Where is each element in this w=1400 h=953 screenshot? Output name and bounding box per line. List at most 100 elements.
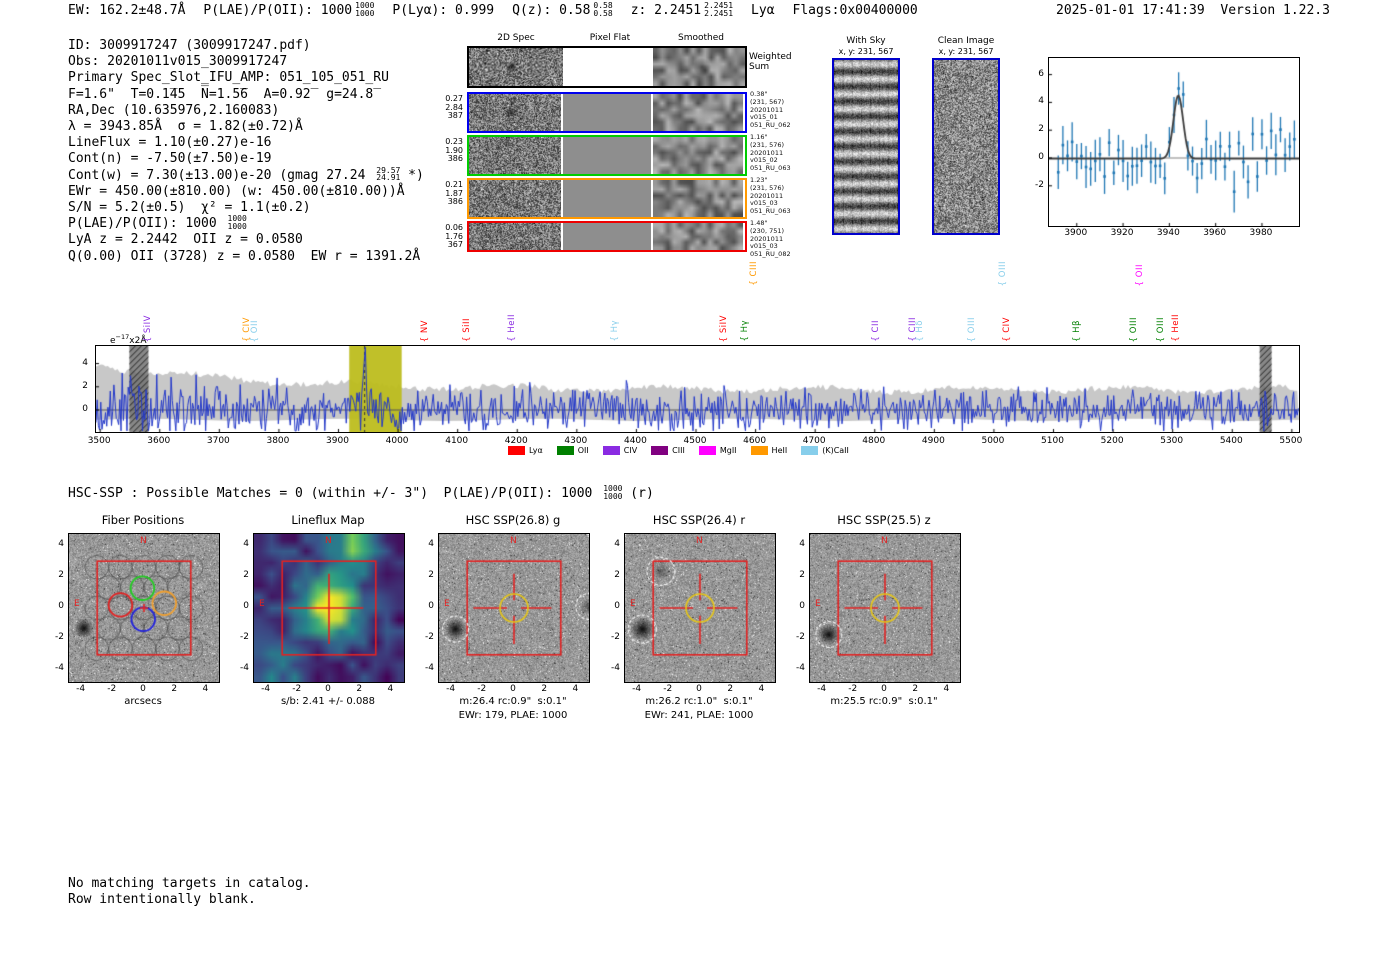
panel-x-tick: 4 [387,684,394,694]
panel-caption-2: EWr: 179, PLAE: 1000 [458,710,568,721]
full-x-tick: 4500 [683,436,707,446]
legend-item: (K)CaII [801,446,849,455]
info-line-post: *) [400,167,424,183]
zoom-y-tick: 4 [1038,96,1044,107]
spec2d-col-header: Pixel Flat [589,33,631,43]
full-x-tick: 4600 [743,436,767,446]
fraction-top: 1000 [603,484,623,493]
right-label-line: v015_01 [750,113,778,122]
spec2d-row [467,178,747,219]
panel-x-tick: -4 [261,684,271,694]
lineflux-image [253,533,405,683]
panel-caption-2: EWr: 241, PLAE: 1000 [644,710,754,721]
legend-swatch [602,446,620,455]
panel-x-tick: -2 [848,684,858,694]
spec2d-row-right-label: 1.48" (230, 751) 20201011 v015_03 051_RU_082 [750,219,800,259]
fiber-image [68,533,220,683]
legend-swatch [801,446,819,455]
panel-y-tick: -2 [796,632,805,643]
smoothed-image [653,180,743,217]
panel-y-tick: -2 [55,632,64,643]
panel-y-tick: 2 [243,569,249,580]
legend-label: (K)CaII [822,446,849,455]
cutout_r-image [624,533,776,683]
zoom-y-tick: 0 [1038,152,1044,162]
panel-x-tick: -4 [446,684,456,694]
header-segment: P(LAE)/P(OII): 1000 1000 1000 [203,2,374,18]
panel-y-tick: -4 [55,663,64,674]
right-label-line: 20201011 [750,234,784,243]
panel-x-tick: -2 [663,684,673,694]
panel-caption: m:25.5 rc:0.9" s:0.1" [830,696,938,707]
info-line: Cont(w) = 7.30(±13.00)e-20 (gmag 27.24 2… [68,165,424,184]
panel-y-tick: 4 [799,538,805,549]
right-label-line: 1.48" [750,219,768,227]
spec2d-row [467,46,747,88]
full-x-tick: 3500 [87,436,111,446]
fraction-bottom: 1000 [603,491,623,501]
left-label-line: 1.90 [445,145,463,155]
full-x-tick: 4300 [564,436,588,446]
panel-y-tick: 4 [428,538,434,549]
pixel-flat-image [565,48,651,86]
panel-y-tick: -4 [611,663,620,674]
smoothed-image [653,94,743,131]
with-sky-title: With Sky [846,36,886,46]
panel-y-tick: 2 [799,569,805,580]
with-sky-coords: x, y: 231, 567 [838,47,894,56]
right-label-line: (231, 567) [750,97,785,106]
spec2d-image [469,180,561,217]
right-label-line: 051_RU_063 [750,207,791,216]
full-x-tick: 3800 [266,436,290,446]
fraction-top: 1000 [227,214,247,224]
header-segment-text: Q(z): 0.58 [512,3,591,18]
panel-title: HSC SSP(26.4) r [652,513,746,527]
emission-line-label: { CII [871,320,882,342]
left-label-line: 1.76 [445,231,463,241]
info-line-pre: P(LAE)/P(OII): 1000 [68,216,225,232]
info-line: LineFlux = 1.10(±0.27)e-16 [68,135,272,151]
spec2d-image [469,94,561,131]
panel-title: HSC SSP(25.5) z [837,513,931,527]
panel-y-tick: 0 [243,601,249,611]
ylabel-prefix: e [110,336,116,346]
full-x-tick: 4400 [623,436,647,446]
info-line: EWr = 450.00(±810.00) (w: 450.00(±810.00… [68,183,405,199]
fraction-top: 0.58 [593,1,613,10]
info-line: Obs: 20201011v015_3009917247 [68,54,288,70]
spec2d-row-left-label: 0.23 1.90 386 [436,137,463,164]
left-label-line: 367 [447,240,463,249]
emission-line-label: { HeII [1171,314,1182,342]
spec2d-image [469,48,564,86]
compass-east-label: E [815,599,821,609]
panel-x-tick: 2 [727,684,734,694]
zoom-spectrum-plot [1048,57,1300,227]
full-y-tick: 0 [82,404,88,414]
panel-x-tick: -2 [292,684,302,694]
spec2d-row-left-label: 0.21 1.87 386 [436,180,463,207]
panel-caption: m:26.2 rc:1.0" s:0.1" [645,696,753,707]
panel-title: Fiber Positions [101,513,185,527]
zoom-x-tick: 3920 [1110,228,1134,238]
right-label-line: 051_RU_082 [750,250,791,259]
weighted-sum-line: Sum [749,62,770,72]
panel-y-tick: 0 [428,601,434,611]
fraction-top: 29.57 [376,165,401,175]
panel-y-tick: -4 [240,663,249,674]
emission-line-label: { OIII [998,260,1009,286]
smoothed-image [653,137,743,174]
panel-x-tick: 2 [541,684,548,694]
panel-x-tick: 4 [943,684,950,694]
panel-y-tick: -2 [611,632,620,643]
panel-x-tick: 0 [696,684,702,694]
left-label-line: 0.06 [445,223,463,232]
right-label-line: (230, 751) [750,226,785,235]
spec2d-row [467,221,747,252]
full-spectrum-ylabel: e−17x2Å [110,333,146,346]
emission-line-label: { OIII [1156,316,1167,342]
full-x-tick: 5000 [981,436,1005,446]
stacked-fraction: 2.2451 2.2451 [704,2,733,17]
full-x-tick: 4000 [385,436,409,446]
right-label-line: 051_RU_063 [750,164,791,173]
